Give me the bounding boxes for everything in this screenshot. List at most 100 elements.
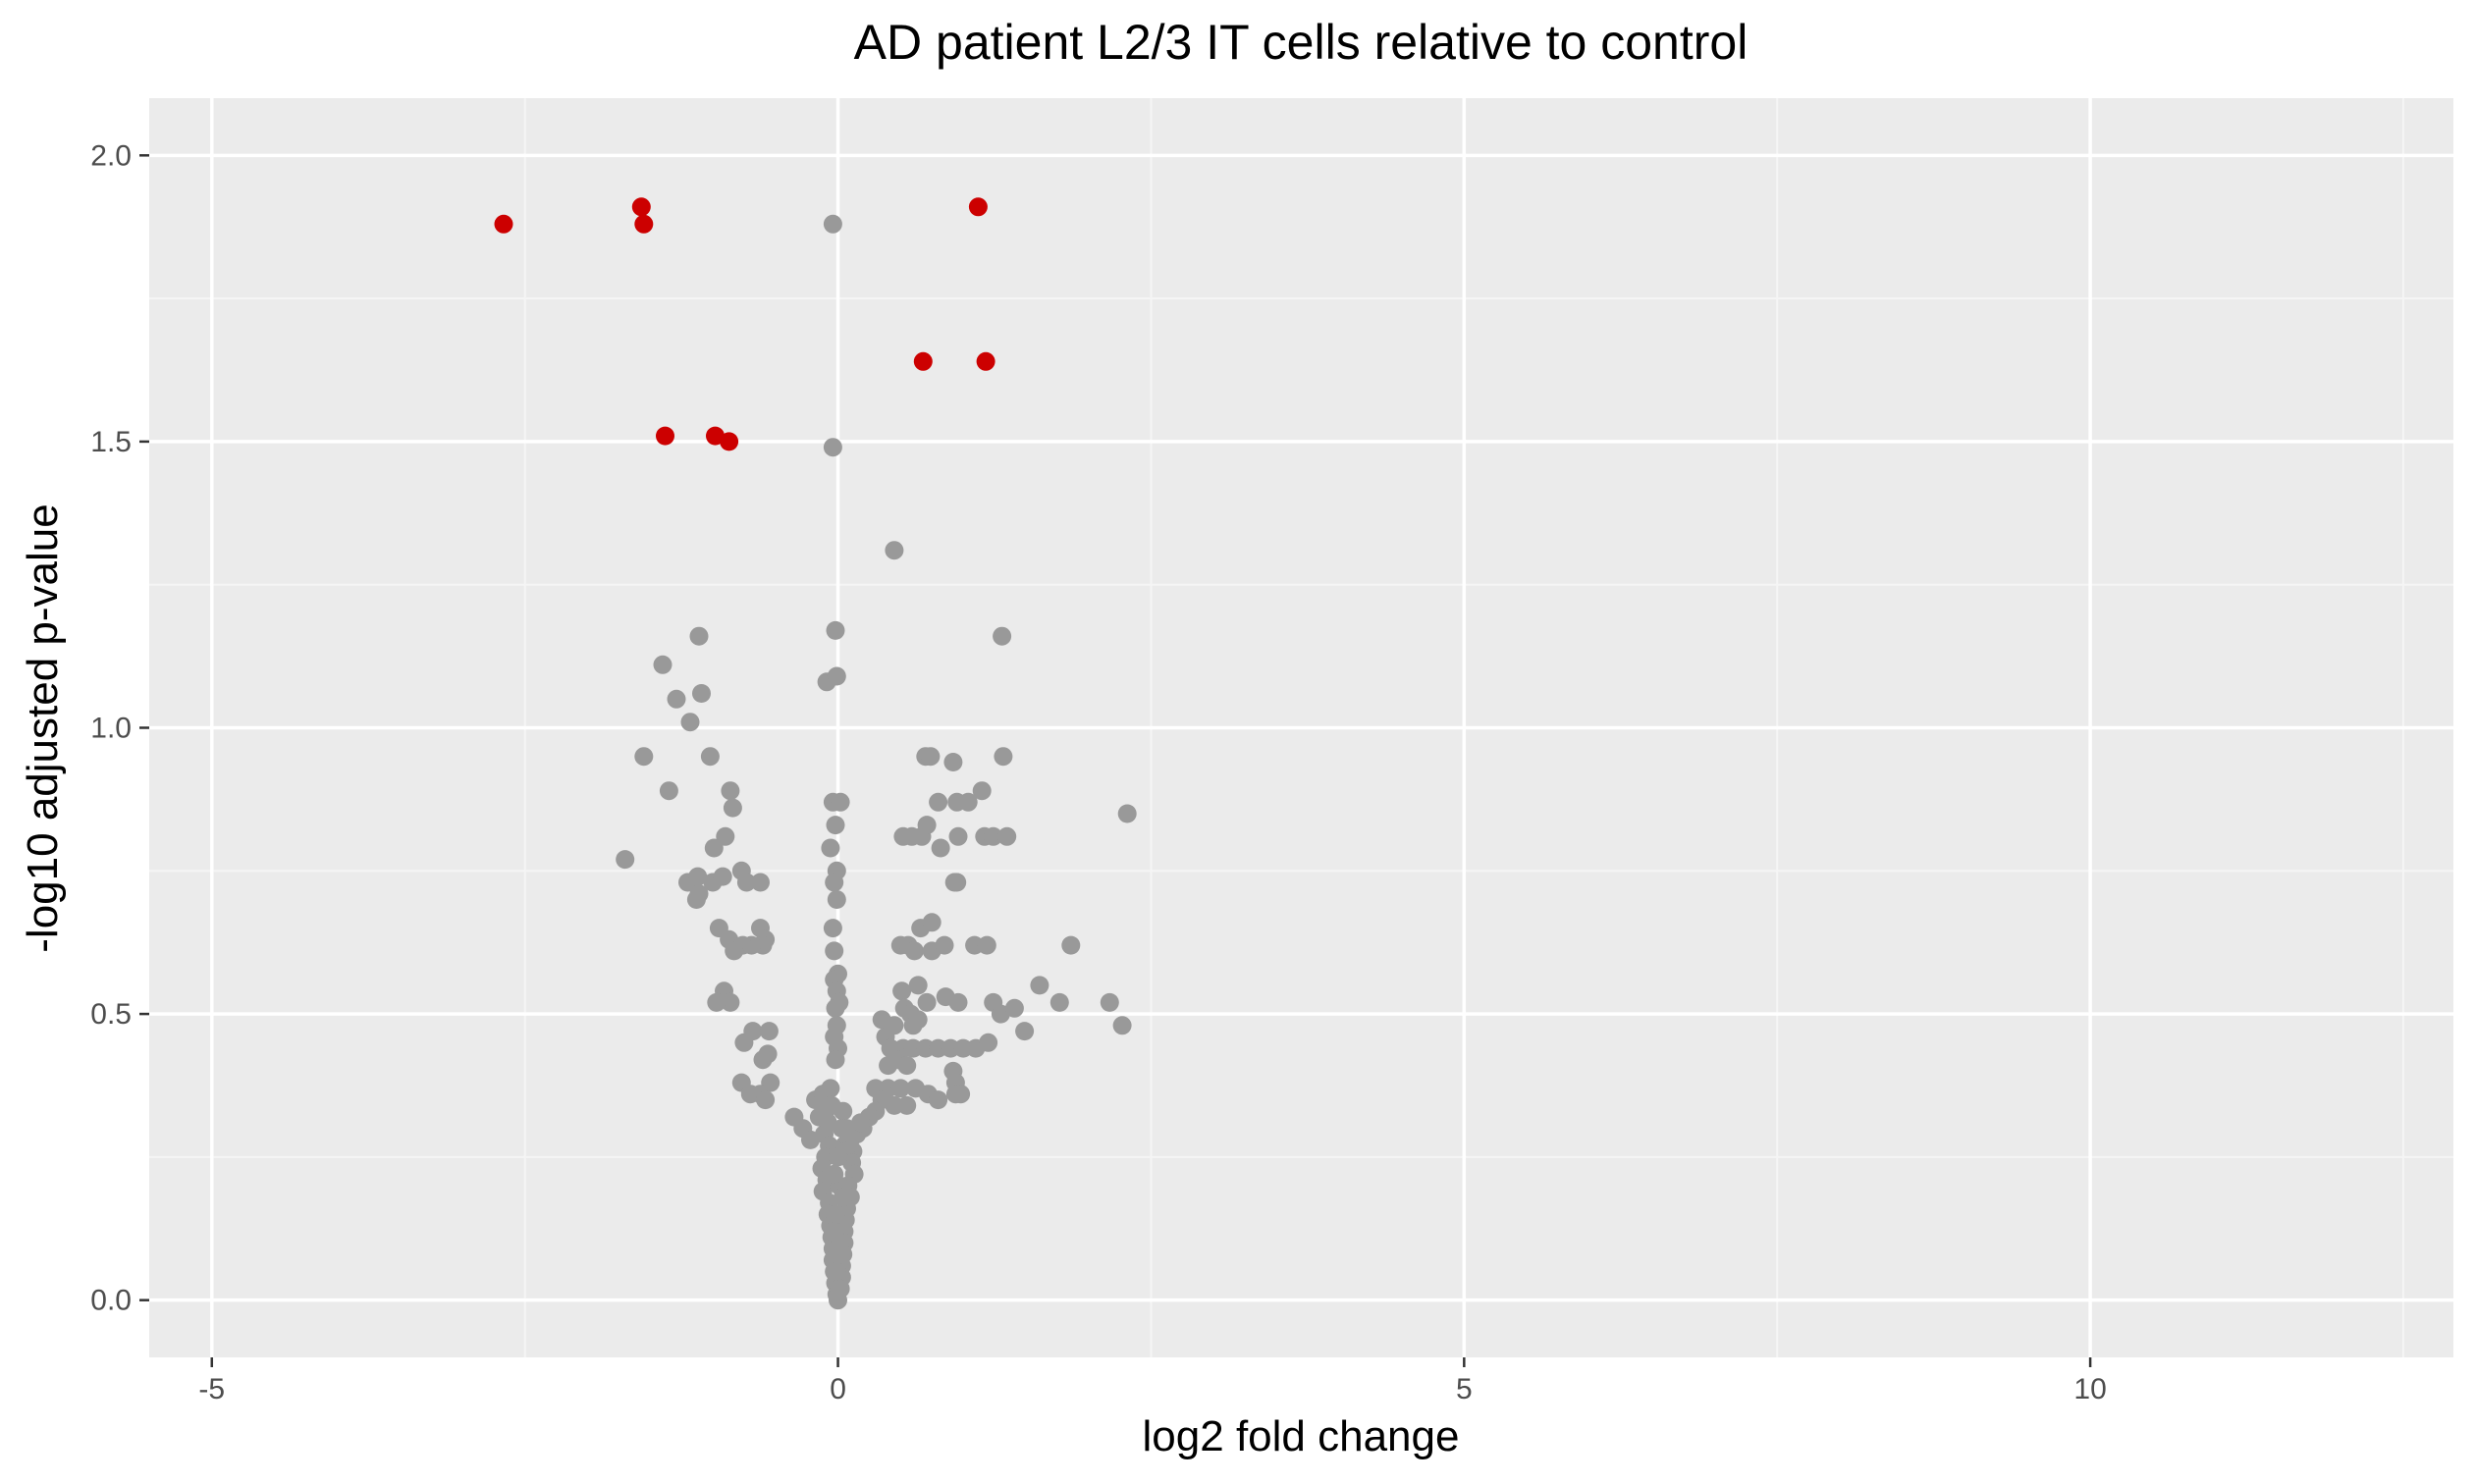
nonsignificant-point: [823, 214, 842, 234]
nonsignificant-point: [972, 781, 992, 801]
nonsignificant-point: [700, 747, 720, 767]
nonsignificant-point: [885, 541, 904, 560]
significant-point: [720, 432, 739, 451]
nonsignificant-point: [935, 935, 954, 955]
significant-point: [634, 214, 654, 234]
nonsignificant-point: [892, 981, 912, 1001]
nonsignificant-point: [908, 976, 928, 995]
nonsignificant-point: [831, 792, 850, 812]
significant-point: [968, 197, 988, 217]
significant-point: [976, 351, 995, 371]
nonsignificant-point: [997, 826, 1017, 846]
nonsignificant-point: [948, 826, 968, 846]
nonsignificant-point: [931, 838, 950, 858]
nonsignificant-point: [1049, 992, 1069, 1012]
nonsignificant-point: [951, 1085, 971, 1104]
x-axis-title: log2 fold change: [1143, 1412, 1460, 1460]
significant-point: [631, 197, 651, 217]
nonsignificant-point: [688, 867, 708, 886]
nonsignificant-point: [823, 1222, 842, 1242]
nonsignificant-point: [1061, 935, 1081, 955]
nonsignificant-point: [1030, 976, 1049, 995]
nonsignificant-point: [943, 753, 963, 771]
significant-point: [494, 214, 513, 234]
nonsignificant-point: [897, 1056, 917, 1076]
nonsignificant-point: [736, 873, 756, 892]
chart-title: AD patient L2/3 IT cells relative to con…: [854, 15, 1749, 70]
nonsignificant-point: [929, 1090, 948, 1110]
y-tick-label: 1.5: [90, 426, 132, 458]
nonsignificant-point: [826, 620, 845, 640]
nonsignificant-point: [653, 655, 673, 674]
nonsignificant-point: [897, 1095, 917, 1115]
nonsignificant-point: [721, 992, 740, 1012]
nonsignificant-point: [993, 626, 1012, 646]
nonsignificant-point: [707, 992, 726, 1012]
nonsignificant-point: [917, 992, 937, 1012]
nonsignificant-point: [659, 781, 678, 801]
nonsignificant-point: [904, 941, 924, 961]
nonsignificant-point: [634, 747, 654, 767]
nonsignificant-point: [832, 1119, 851, 1139]
nonsignificant-point: [716, 826, 735, 846]
x-tick-label: -5: [198, 1373, 225, 1405]
nonsignificant-point: [979, 1033, 998, 1052]
nonsignificant-point: [713, 867, 732, 886]
x-tick-label: 0: [830, 1373, 846, 1405]
nonsignificant-point: [929, 792, 948, 812]
nonsignificant-point: [994, 747, 1013, 767]
nonsignificant-point: [908, 1010, 928, 1030]
nonsignificant-point: [826, 998, 845, 1018]
nonsignificant-point: [922, 913, 942, 932]
nonsignificant-point: [756, 1090, 776, 1110]
nonsignificant-point: [1112, 1016, 1132, 1035]
nonsignificant-point: [689, 626, 709, 646]
nonsignificant-point: [692, 684, 711, 703]
nonsignificant-point: [827, 1262, 846, 1281]
nonsignificant-point: [830, 1279, 849, 1298]
nonsignificant-point: [1015, 1022, 1035, 1041]
data-points: [494, 197, 1137, 1310]
nonsignificant-point: [667, 689, 686, 709]
nonsignificant-point: [1117, 804, 1137, 823]
grid-lines: [149, 98, 2453, 1357]
nonsignificant-point: [704, 838, 724, 858]
nonsignificant-point: [825, 941, 844, 961]
nonsignificant-point: [827, 666, 846, 686]
nonsignificant-point: [821, 838, 840, 858]
nonsignificant-point: [1004, 998, 1024, 1018]
nonsignificant-point: [826, 1050, 845, 1070]
nonsignificant-point: [829, 1147, 847, 1167]
nonsignificant-point: [984, 826, 1003, 846]
x-tick-label: 10: [2073, 1373, 2106, 1405]
nonsignificant-point: [725, 941, 744, 961]
nonsignificant-point: [751, 873, 770, 892]
nonsignificant-point: [827, 890, 846, 909]
nonsignificant-point: [721, 781, 740, 801]
x-tick-label: 5: [1456, 1373, 1473, 1405]
significant-point: [656, 426, 674, 446]
nonsignificant-point: [823, 438, 842, 457]
y-tick-label: 0.0: [90, 1285, 132, 1317]
nonsignificant-point: [977, 935, 996, 955]
nonsignificant-point: [948, 992, 968, 1012]
nonsignificant-point: [1100, 992, 1119, 1012]
nonsignificant-point: [947, 873, 967, 892]
significant-point: [913, 351, 933, 371]
nonsignificant-point: [826, 816, 845, 835]
nonsignificant-point: [759, 1022, 779, 1041]
nonsignificant-point: [616, 850, 635, 870]
y-tick-label: 1.0: [90, 713, 132, 745]
nonsignificant-point: [947, 792, 967, 812]
nonsignificant-point: [921, 747, 941, 767]
y-tick-label: 2.0: [90, 139, 132, 172]
y-tick-label: 0.5: [90, 998, 132, 1031]
nonsignificant-point: [823, 919, 842, 938]
nonsignificant-point: [890, 1079, 910, 1098]
nonsignificant-point: [829, 1245, 847, 1264]
axes: -5 0 5 10 0.0 0.5 1.0 1.5 2.0: [90, 139, 2106, 1405]
nonsignificant-point: [821, 1079, 840, 1098]
nonsignificant-point: [834, 1101, 853, 1121]
